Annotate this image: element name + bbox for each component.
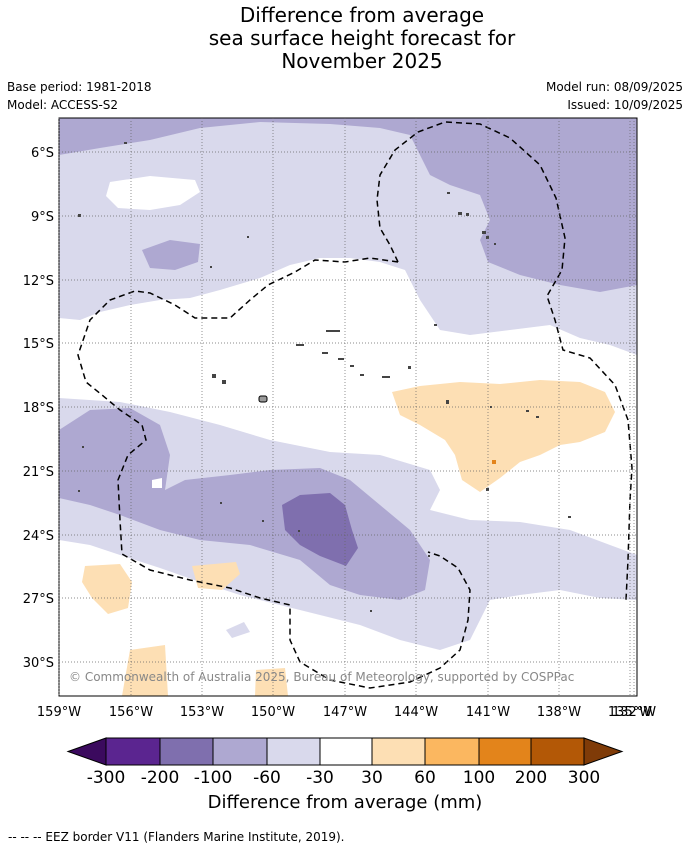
latitude-labels: 6°S 9°S 12°S 15°S 18°S 21°S 24°S 27°S 30°S (23, 146, 54, 671)
anomaly-orange-sw (82, 564, 132, 614)
lon-tick-label: 147°W (323, 705, 367, 720)
colorbar-tick-label: 200 (515, 768, 547, 788)
lat-tick-label: 6°S (31, 146, 54, 161)
base-period: Base period: 1981-2018 (7, 80, 152, 94)
title-line-1: Difference from average (239, 3, 485, 27)
anomaly-dark-purple (282, 493, 358, 566)
lat-tick-label: 24°S (23, 529, 54, 544)
colorbar (66, 737, 624, 766)
title-line-3: November 2025 (281, 49, 443, 73)
colorbar-tick-label: 300 (568, 768, 600, 788)
lat-tick-label: 30°S (23, 656, 54, 671)
meta-right: Model run: 08/09/2025 Issued: 10/09/2025 (546, 78, 683, 114)
colorbar-bin (530, 737, 585, 766)
chart-title: Difference from average sea surface heig… (0, 4, 690, 73)
title-line-2: sea surface height forecast for (208, 26, 516, 50)
lon-tick-label: 132°W (612, 705, 656, 720)
issued-date: Issued: 10/09/2025 (567, 98, 683, 112)
colorbar-extend-low (66, 737, 107, 766)
graticule (58, 118, 637, 696)
colorbar-bin (266, 737, 321, 766)
colorbar-title: Difference from average (mm) (207, 792, 483, 813)
anomaly-orange-s1 (192, 562, 240, 590)
colorbar-bin (212, 737, 268, 766)
lon-tick-label: 144°W (394, 705, 438, 720)
lat-tick-label: 21°S (23, 465, 54, 480)
colorbar-tick-label: -30 (306, 768, 334, 788)
lat-tick-label: 27°S (23, 592, 54, 607)
colorbar-tick-label: 100 (463, 768, 495, 788)
lon-tick-label: 135°W (608, 705, 652, 720)
colorbar-tick-label: 30 (361, 768, 383, 788)
copyright-text: © Commonwealth of Australia 2025, Bureau… (69, 670, 574, 684)
colorbar-bin (105, 737, 161, 766)
lat-tick-label: 9°S (31, 210, 54, 225)
colorbar-bin (159, 737, 214, 766)
colorbar-tick-label: -100 (194, 768, 233, 788)
lat-tick-label: 12°S (23, 274, 54, 289)
model-name: Model: ACCESS-S2 (7, 98, 119, 112)
lon-tick-label: 141°W (466, 705, 510, 720)
islands (78, 142, 571, 612)
longitude-labels: 159°W 156°W 153°W 150°W 147°W 144°W 141°W 138°W… (37, 705, 656, 720)
eez-borders (77, 121, 633, 689)
lon-tick-label: 159°W (37, 705, 81, 720)
lat-tick-label: 18°S (23, 401, 54, 416)
colorbar-tick-label: -200 (141, 768, 180, 788)
colorbar-extend-high (583, 737, 624, 766)
lon-tick-label: 156°W (109, 705, 153, 720)
anomaly-light-purple-spot (226, 622, 250, 638)
eez-border-kiribati (376, 121, 633, 601)
anomaly-orange-s3 (255, 668, 288, 696)
lat-tick-label: 15°S (23, 337, 54, 352)
colorbar-bin (371, 737, 426, 766)
colorbar-tick-label: 60 (414, 768, 436, 788)
lon-tick-label: 138°W (537, 705, 581, 720)
anomaly-orange-s2 (122, 645, 168, 696)
anomaly-medium-purple-blob (142, 240, 200, 270)
model-run: Model run: 08/09/2025 (545, 80, 683, 94)
meta-left: Base period: 1981-2018 Model: ACCESS-S2 (7, 78, 152, 114)
eez-legend-note: -- -- -- EEZ border V11 (Flanders Marine… (8, 830, 345, 844)
lon-tick-label: 153°W (180, 705, 224, 720)
anomaly-orange-east (392, 380, 615, 492)
colorbar-tick-label: -300 (87, 768, 126, 788)
neutral-blob-north (106, 176, 200, 210)
colorbar-bin (319, 737, 373, 766)
colorbar-bin (478, 737, 532, 766)
eez-border-cook-islands (77, 257, 471, 689)
anomaly-white-spot (152, 478, 162, 488)
anomaly-medium-purple-top (59, 118, 637, 292)
lon-tick-label: 150°W (251, 705, 295, 720)
colorbar-tick-labels: -300 -200 -100 -60 -30 30 60 100 200 300 (87, 768, 601, 788)
colorbar-tick-label: -60 (253, 768, 281, 788)
colorbar-bin (424, 737, 480, 766)
